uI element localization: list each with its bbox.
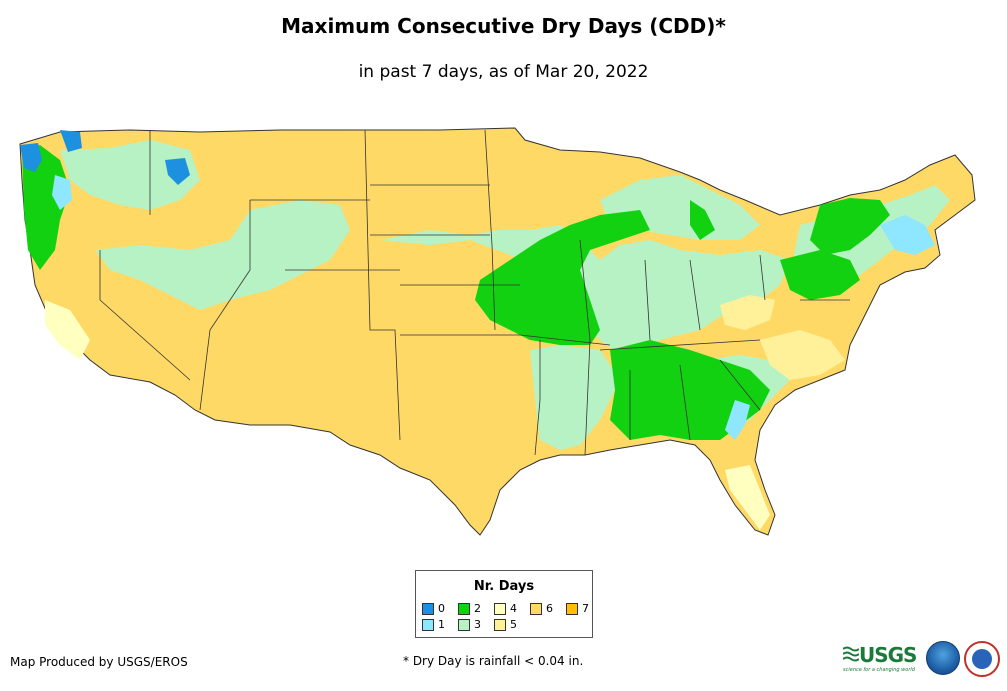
- region-3-west: [95, 200, 350, 310]
- legend-swatch-3: [458, 619, 470, 631]
- legend-item-0: 0: [422, 603, 445, 617]
- region-0-nevada: [60, 130, 82, 152]
- region-4-california: [45, 300, 90, 360]
- region-2-northeast: [810, 198, 890, 255]
- footnote-text: * Dry Day is rainfall < 0.04 in.: [403, 654, 584, 668]
- usgs-wave-icon: [843, 646, 859, 662]
- region-5-appalachia: [720, 295, 775, 330]
- region-2-midwest: [475, 210, 650, 345]
- region-0-washington: [20, 143, 42, 172]
- usgs-tagline: science for a changing world: [843, 667, 915, 673]
- legend-item-2: 2: [458, 603, 481, 617]
- region-1-georgia: [725, 400, 750, 440]
- legend-swatch-0: [422, 603, 434, 615]
- legend-item-4: 4: [494, 603, 517, 617]
- legend-title: Nr. Days: [473, 579, 535, 594]
- state-boundaries: [99, 129, 850, 456]
- region-3-gulf: [530, 345, 620, 450]
- region-2-michigan: [690, 200, 715, 240]
- map-subtitle: in past 7 days, as of Mar 20, 2022: [358, 62, 649, 82]
- map-title: Maximum Consecutive Dry Days (CDD)*: [281, 14, 726, 38]
- legend-swatch-4: [494, 603, 506, 615]
- region-1-washington: [52, 175, 72, 210]
- region-2-mid-atlantic: [780, 250, 860, 300]
- legend-item-5: 5: [494, 619, 517, 633]
- region-3-northwest: [60, 140, 200, 210]
- credit-text: Map Produced by USGS/EROS: [10, 655, 188, 669]
- noaa-logo-icon: [926, 641, 960, 675]
- region-5-carolina: [760, 330, 845, 380]
- usgs-logo: USGS science for a changing world: [843, 643, 921, 673]
- legend-swatch-2: [458, 603, 470, 615]
- usgs-logo-text: USGS: [859, 643, 917, 667]
- legend-item-6: 6: [530, 603, 553, 617]
- legend-item-1: 1: [422, 619, 445, 633]
- region-4-florida: [725, 465, 770, 530]
- nws-logo-icon: [964, 641, 1000, 677]
- region-0-idaho: [165, 158, 190, 185]
- legend-item-3: 3: [458, 619, 481, 633]
- legend-swatch-5: [494, 619, 506, 631]
- legend: Nr. Days 0 1 2 3 4 5 6 7: [415, 570, 593, 638]
- legend-swatch-7: [566, 603, 578, 615]
- legend-swatch-1: [422, 619, 434, 631]
- legend-swatch-6: [530, 603, 542, 615]
- region-1-northeast: [880, 215, 935, 255]
- legend-item-7: 7: [566, 603, 589, 617]
